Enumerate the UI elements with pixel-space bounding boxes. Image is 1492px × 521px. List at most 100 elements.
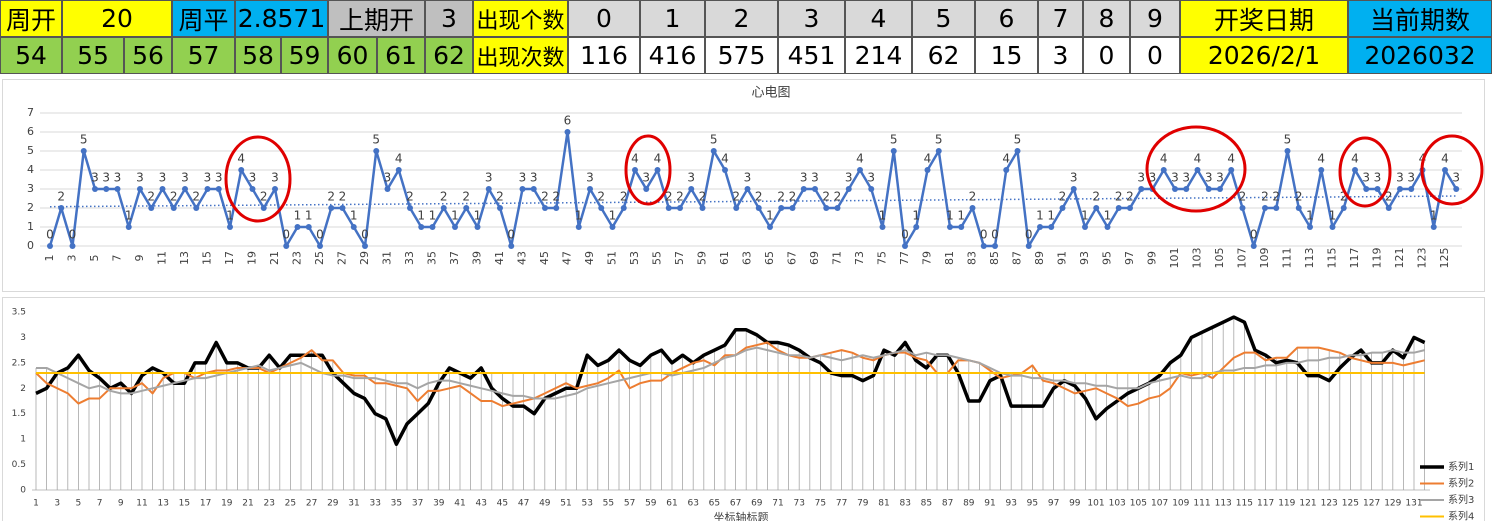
point [1194,167,1201,173]
point [238,167,245,173]
x-tick-label: 115 [1326,248,1339,269]
x-tick-label: 53 [581,499,592,509]
y-tick-label: 1 [20,435,26,445]
x-tick-label: 5 [76,499,82,509]
point [384,186,391,192]
x-tick-label: 105 [1213,248,1226,269]
data-label: 2 [552,190,560,204]
point [1228,167,1235,173]
data-label: 2 [676,190,684,204]
point [193,205,200,211]
data-label: 1 [305,209,313,223]
data-label: 1 [1047,209,1055,223]
x-tick-label: 3 [66,255,79,262]
point [755,205,762,211]
point [564,129,571,135]
data-label: 4 [1002,152,1010,166]
point [1374,186,1381,192]
data-label: 3 [271,171,279,185]
x-tick-label: 51 [560,499,571,509]
legend-label: 系列2 [1448,477,1474,490]
x-tick-label: 79 [921,251,934,265]
data-label: 3 [249,171,257,185]
data-label: 5 [710,133,718,147]
data-label: 3 [800,171,808,185]
data-label: 1 [226,209,234,223]
x-tick-label: 101 [1168,248,1181,269]
table-cell: 20 [62,0,172,37]
point [980,243,987,249]
x-tick-label: 45 [538,251,551,265]
data-label: 3 [867,171,875,185]
data-label: 3 [215,171,223,185]
x-tick-label: 9 [118,499,124,509]
x-tick-label: 31 [348,499,359,509]
point [1070,186,1077,192]
data-label: 0 [1250,228,1258,242]
highlight-ring [224,135,292,223]
x-tick-label: 63 [687,499,698,509]
x-tick-label: 25 [285,499,296,509]
data-label: 2 [620,190,628,204]
data-label: 0 [980,228,988,242]
table-cell: 7 [1038,0,1083,37]
point [1205,186,1212,192]
table-cell: 214 [845,37,912,74]
y-tick-label: 0 [27,239,34,252]
data-label: 3 [181,171,189,185]
table-cell: 575 [705,37,778,74]
data-label: 0 [507,228,515,242]
x-tick-label: 71 [831,251,844,265]
data-label: 2 [496,190,504,204]
x-tick-label: 75 [815,499,826,509]
y-tick-label: 3 [27,182,34,195]
x-tick-label: 23 [291,251,304,265]
point [440,205,447,211]
x-tick-label: 127 [1363,499,1380,509]
point [1363,186,1370,192]
x-tick-label: 107 [1151,499,1168,509]
series-line [36,346,1425,400]
data-label: 4 [1194,152,1202,166]
x-tick-label: 39 [471,251,484,265]
legend-label: 系列1 [1448,460,1474,473]
x-tick-label: 87 [1011,251,1024,265]
data-label: 2 [406,190,414,204]
table-cell: 55 [62,37,124,74]
point [1239,205,1246,211]
point [879,224,886,230]
data-label: 4 [1227,152,1235,166]
table-cell: 58 [235,37,281,74]
x-tick-label: 13 [178,251,191,265]
point [182,186,188,192]
point [519,186,526,192]
table-cell: 62 [912,37,975,74]
y-tick-label: 4 [27,163,34,176]
x-tick-label: 47 [518,499,529,509]
data-label: 1 [429,209,437,223]
data-label: 3 [102,171,110,185]
point [328,205,335,211]
x-tick-label: 81 [878,499,889,509]
x-tick-label: 61 [666,499,677,509]
x-tick-label: 15 [179,499,190,509]
data-label: 4 [1160,152,1168,166]
data-label: 2 [440,190,448,204]
x-tick-label: 75 [876,251,889,265]
point [1442,167,1448,173]
data-label: 1 [474,209,482,223]
data-label: 2 [597,190,605,204]
table-cell: 60 [328,37,377,74]
point [204,186,211,192]
point [823,205,830,211]
data-label: 1 [1430,209,1438,223]
table-cell: 56 [124,37,172,74]
point [125,224,132,230]
point [69,243,76,249]
x-tick-label: 95 [1101,251,1114,265]
table-cell: 9 [1130,0,1180,37]
x-tick-label: 123 [1416,248,1429,269]
x-tick-label: 5 [88,255,101,262]
table-cell: 0 [568,0,640,37]
x-tick-label: 13 [157,499,168,509]
